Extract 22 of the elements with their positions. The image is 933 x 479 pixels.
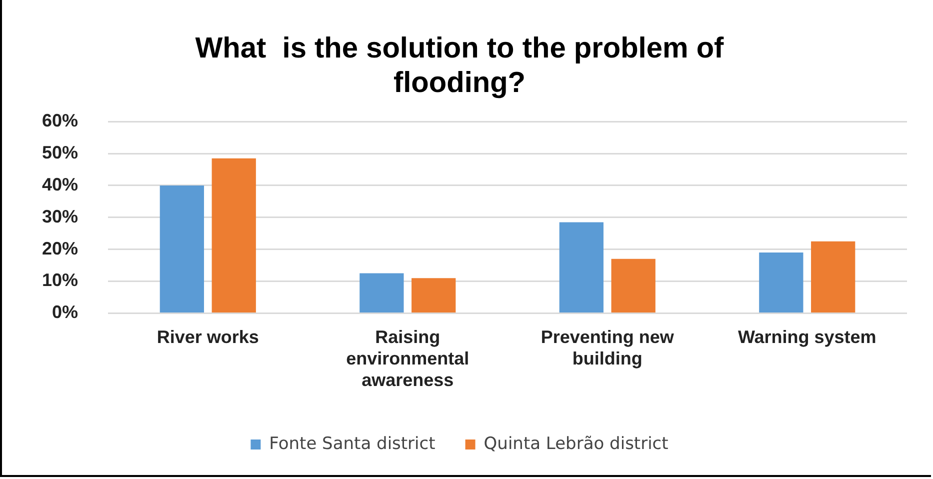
bar (412, 278, 456, 312)
bar (360, 273, 404, 312)
y-tick-label: 60% (42, 110, 78, 131)
chart-title: What is the solution to the problem of flooding? (195, 32, 724, 100)
y-tick-label: 10% (42, 270, 78, 290)
y-tick-label: 20% (42, 238, 78, 258)
bar (611, 258, 656, 312)
legend-label: Fonte Santa district (269, 434, 436, 454)
x-tick-label: River works (156, 326, 259, 347)
bar (559, 222, 604, 312)
x-tick-label: Preventing new building (540, 326, 675, 369)
x-tick-label: Warning system (738, 326, 876, 347)
x-tick-label: Raising environmental awareness (346, 326, 470, 390)
bar (212, 158, 256, 312)
y-tick-label: 50% (42, 142, 78, 162)
y-tick-label: 30% (42, 206, 78, 226)
y-tick-label: 0% (52, 302, 78, 322)
bar (811, 241, 856, 312)
bar (759, 252, 804, 312)
bar (160, 185, 204, 312)
legend-label: Quinta Lebrão district (484, 434, 669, 454)
y-tick-label: 40% (42, 174, 78, 194)
